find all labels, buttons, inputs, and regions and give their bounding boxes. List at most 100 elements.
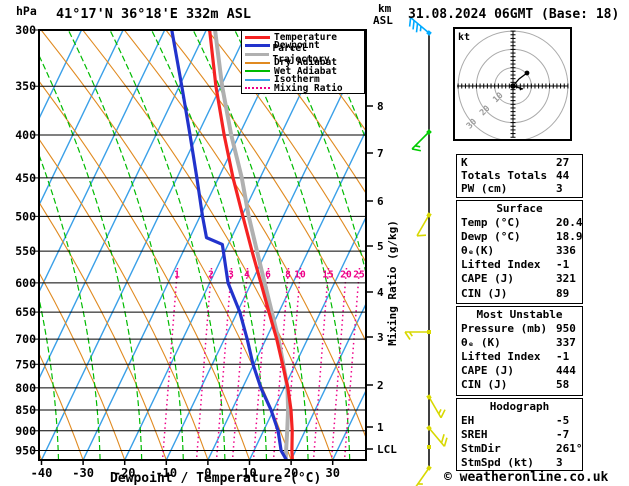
- hodograph-unit-label: kt: [458, 32, 470, 43]
- table-row: CAPE (J) 321: [457, 272, 582, 286]
- pressure-tick-label: 750: [15, 357, 36, 371]
- table-row: EH -5: [457, 414, 582, 428]
- dry-adiabat-line: [165, 31, 365, 341]
- table-row: SREH -7: [457, 428, 582, 442]
- dry-adiabat-line: [40, 354, 84, 459]
- row-value: 44: [556, 169, 570, 182]
- wind-barb: [404, 330, 431, 340]
- wet-adiabat-line: [68, 31, 184, 459]
- legend-item: Mixing Ratio: [245, 82, 364, 94]
- row-label: K: [461, 156, 468, 169]
- parcel-curve: [213, 31, 291, 459]
- row-label: CAPE (J): [461, 364, 514, 378]
- mixing-ratio-line: [252, 267, 270, 459]
- temp-tick-label: -20: [114, 466, 136, 480]
- table-row: CIN (J) 58: [457, 378, 582, 392]
- row-label: CIN (J): [461, 378, 508, 392]
- wet-adiabat-line: [40, 156, 101, 459]
- panel-title: Most Unstable: [476, 308, 563, 321]
- wet-adiabat-line: [317, 31, 365, 139]
- pressure-tick-label: 550: [15, 244, 36, 258]
- legend-label: Isotherm: [274, 74, 320, 86]
- legend-label: Wet Adiabat: [274, 65, 337, 77]
- wet-adiabat-line: [276, 31, 365, 272]
- legend-item: Wet Adiabat: [245, 65, 364, 77]
- mixing-ratio-labels: 1 2 3 4 6 8 10 15 20 25: [174, 270, 365, 281]
- mixing-ratio-line: [231, 267, 249, 459]
- row-label: Lifted Index: [461, 258, 541, 272]
- isotherm-line: [166, 44, 365, 459]
- mixing-ratio-label: 6: [265, 270, 271, 281]
- mixing-ratio-line: [330, 267, 348, 459]
- table-row: Totals Totals 44: [457, 169, 582, 182]
- isotherm-line: [124, 31, 332, 459]
- temp-tick-label: 0: [204, 466, 211, 480]
- table-row: StmSpd (kt) 3: [457, 456, 582, 470]
- row-value: 20.4: [556, 216, 583, 230]
- pressure-tick-label: 900: [15, 424, 36, 438]
- mixing-ratio-label: 15: [322, 270, 334, 281]
- mixing-ratio-line: [312, 267, 330, 459]
- dry-adiabat-line: [207, 31, 365, 262]
- hodograph-arrowhead: [519, 87, 523, 91]
- mixing-ratio-line: [343, 267, 361, 459]
- km-tick-label: LCL: [377, 443, 397, 456]
- isotherm-line: [249, 217, 365, 459]
- row-label: CAPE (J): [461, 272, 514, 286]
- pressure-tick-label: 400: [15, 128, 36, 142]
- dry-adiabat-line: [40, 202, 167, 459]
- row-label: EH: [461, 414, 475, 428]
- legend-swatch-line: [245, 35, 270, 39]
- wind-barb: [408, 16, 432, 36]
- row-value: 3: [556, 456, 563, 470]
- pressure-unit-label: hPa: [16, 4, 37, 18]
- table-row: CIN (J) 89: [457, 287, 582, 301]
- km-tick-label: 5: [377, 240, 384, 253]
- row-value: 337: [556, 336, 576, 350]
- legend-item: Temperature: [245, 32, 364, 43]
- pressure-tick-label: 300: [15, 23, 36, 37]
- wet-adiabat-line: [40, 56, 143, 459]
- isotherm-line: [207, 131, 365, 459]
- row-label: θₑ (K): [461, 336, 501, 350]
- row-label: Dewp (°C): [461, 230, 521, 244]
- station-title: 41°17'N 36°18'E 332m ASL: [56, 6, 252, 22]
- mixing-ratio-line: [215, 267, 233, 459]
- isotherm-line: [40, 31, 207, 379]
- legend-label: Mixing Ratio: [274, 82, 343, 94]
- isotherm-line: [290, 304, 365, 459]
- pressure-tick-label: 950: [15, 444, 36, 458]
- temp-tick-label: 10: [242, 466, 256, 480]
- plot-border: [38, 29, 367, 461]
- mixing-ratio-label: 20: [340, 270, 352, 281]
- row-value: -1: [556, 258, 570, 272]
- row-label: θₑ(K): [461, 244, 495, 258]
- temp-tick-label: -10: [155, 466, 177, 480]
- table-row: θₑ (K) 337: [457, 336, 582, 350]
- row-label: CIN (J): [461, 286, 508, 300]
- temp-tick-label: 30: [325, 466, 339, 480]
- wet-adiabat-line: [40, 300, 60, 459]
- isotherm-line: [40, 31, 165, 292]
- row-value: 950: [556, 322, 576, 336]
- dry-adiabat-line: [40, 139, 209, 459]
- km-tick-label: 3: [377, 331, 384, 344]
- sounding-profiles: [170, 31, 294, 459]
- row-label: StmSpd (kt): [461, 456, 534, 470]
- row-label: Totals Totals: [461, 169, 548, 182]
- row-label: Pressure (mb): [461, 322, 548, 336]
- temp-tick-label: -40: [31, 466, 53, 480]
- mixing-ratio-label: 2: [208, 270, 214, 281]
- dry-adiabat-line: [40, 273, 125, 459]
- pressure-tick-label: 800: [15, 381, 36, 395]
- row-value: -5: [556, 414, 570, 428]
- wind-barb: [426, 394, 446, 419]
- table-row: K 27: [457, 156, 582, 169]
- legend-swatch-line: [245, 70, 270, 73]
- mixing-ratio-label: 10: [294, 270, 306, 281]
- legend-item: Isotherm: [245, 74, 364, 86]
- legend-label: Dry Adiabat: [274, 57, 337, 69]
